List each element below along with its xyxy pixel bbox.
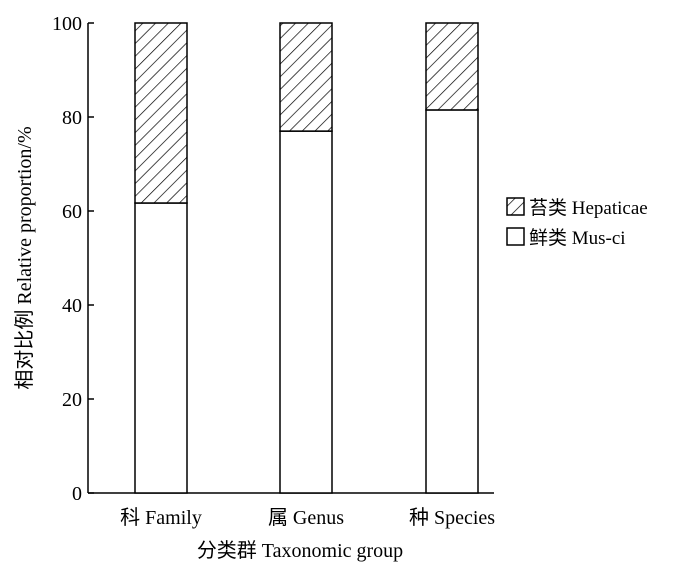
legend-label: 苔类 Hepaticae (529, 197, 648, 219)
x-tick-label: 种 Species (409, 506, 495, 529)
y-tick-label: 100 (52, 13, 82, 35)
bar-segment-musci (134, 202, 188, 494)
legend-label: 鲜类 Mus-ci (529, 227, 626, 249)
legend-swatch (506, 227, 525, 246)
x-tick-label: 科 Family (120, 506, 202, 529)
bar-segment-musci (279, 130, 333, 494)
y-tick-label: 40 (62, 295, 82, 317)
bar-segment-hepaticae (425, 22, 479, 111)
y-tick-label: 0 (72, 483, 82, 505)
y-tick-label: 60 (62, 201, 82, 223)
y-tick-label: 80 (62, 107, 82, 129)
bars (134, 22, 479, 494)
legend-swatch (506, 197, 525, 216)
x-axis-label: 分类群 Taxonomic group (197, 539, 403, 562)
bar-segment-hepaticae (279, 22, 333, 132)
legend: 苔类 Hepaticae 鲜类 Mus-ci (506, 197, 648, 249)
y-tick-label: 20 (62, 389, 82, 411)
bar-segment-hepaticae (134, 22, 188, 204)
x-tick-label: 属 Genus (268, 507, 344, 529)
x-axis: 科 Family 属 Genus 种 Species (88, 492, 495, 529)
y-axis: 0 20 40 60 80 100 (52, 13, 94, 505)
y-axis-label: 相对比例 Relative proportion/% (13, 126, 36, 389)
bar-segment-musci (425, 109, 479, 494)
